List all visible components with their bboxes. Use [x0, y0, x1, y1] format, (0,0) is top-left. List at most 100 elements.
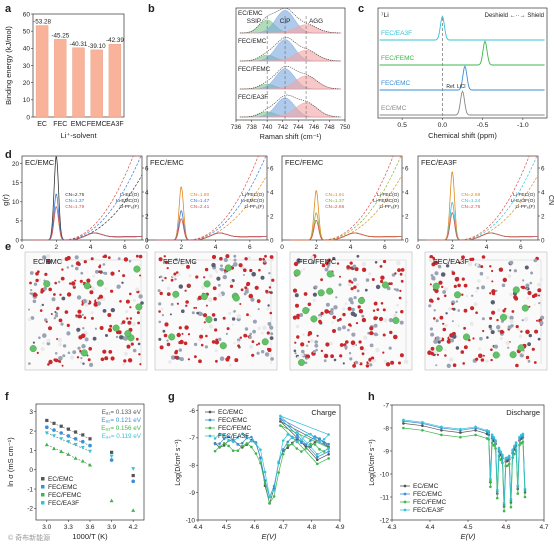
panel-g-point	[254, 442, 258, 445]
panel-d-ytick-label: 10	[12, 199, 20, 206]
panel-e-lithium-ion	[80, 349, 88, 357]
panel-f-point	[44, 442, 49, 447]
panel-h-point	[402, 422, 405, 425]
panel-a-value-label: -40.31	[70, 41, 88, 48]
panel-e-atom	[463, 326, 466, 330]
panel-e-atom	[168, 360, 172, 364]
panel-h-point	[494, 439, 497, 442]
panel-e-atom	[349, 357, 353, 361]
panel-g-point	[322, 437, 326, 441]
panel-g-ylabel: Log(D/cm² s⁻¹)	[175, 439, 182, 485]
panel-e-atom	[233, 262, 238, 267]
panel-e-atom	[94, 327, 97, 330]
panel-e-atom	[69, 355, 75, 360]
panel-b-xtick-label: 750	[340, 124, 351, 131]
panel-e-atom	[378, 316, 384, 322]
panel-e-atom	[248, 314, 252, 318]
panel-e-atom	[211, 340, 216, 344]
panel-e-atom	[439, 315, 444, 320]
panel-e-atom	[38, 336, 41, 340]
panel-e-atom	[347, 282, 352, 287]
panel-h-point	[459, 435, 462, 439]
panel-e-atom	[218, 337, 222, 341]
panel-e-atom	[266, 307, 270, 311]
panel-e-atom	[537, 337, 541, 341]
panel-e-atom	[54, 352, 58, 355]
panel-e-atom	[469, 321, 474, 326]
panel-d-cn-value: CN=1.47	[190, 198, 209, 204]
panel-e-atom	[225, 254, 230, 259]
panel-e-atom	[270, 332, 274, 336]
panel-e-atom	[45, 253, 51, 259]
panel-e-atom	[358, 340, 362, 344]
panel-e-atom	[270, 357, 274, 361]
panel-e-atom	[53, 293, 56, 296]
panel-e-atom	[353, 285, 357, 289]
panel-e-atom	[258, 268, 261, 272]
panel-e-atom	[269, 311, 273, 315]
panel-e-atom	[126, 317, 129, 320]
panel-c-xlabel: Chemical shift (ppm)	[428, 131, 497, 140]
panel-e-atom	[525, 283, 530, 288]
panel-e-atom	[533, 293, 538, 297]
panel-e-atom	[404, 274, 407, 277]
panel-e-atom	[355, 322, 359, 325]
panel-h-point	[514, 441, 518, 444]
panel-e-atom	[217, 283, 221, 287]
panel-e-atom	[193, 261, 197, 264]
panel-e-atom	[127, 320, 132, 325]
panel-e-atom	[29, 271, 34, 275]
panel-e-atom	[488, 324, 492, 329]
panel-e-atom	[170, 278, 174, 282]
panel-e-atom	[295, 303, 299, 308]
panel-e-atom	[357, 361, 361, 365]
panel-h-point	[495, 496, 499, 500]
panel-e-lithium-ion	[29, 345, 37, 353]
panel-e-atom	[361, 261, 366, 267]
panel-e-atom	[367, 331, 370, 335]
panel-e-atom	[325, 302, 330, 307]
panel-e-atom	[58, 342, 62, 347]
panel-f-point	[81, 439, 85, 444]
panel-e-atom	[158, 257, 163, 262]
panel-e-atom	[347, 306, 352, 311]
panel-e-atom	[303, 292, 308, 296]
panel-d-xtick-label: 2	[314, 244, 318, 251]
panel-g-xtick-label: 4.7	[279, 524, 288, 531]
panel-f-point	[66, 427, 70, 431]
panel-e-atom	[336, 262, 340, 265]
panel-h-point	[402, 426, 405, 430]
panel-h-curve	[403, 419, 526, 504]
panel-e-atom	[214, 328, 218, 332]
panel-e-atom	[93, 302, 99, 307]
panel-e-atom	[507, 274, 512, 278]
panel-b-xtick-label: 746	[309, 124, 320, 131]
panel-g-point	[236, 449, 240, 453]
panel-e-atom	[174, 258, 178, 262]
panel-e-atom	[322, 352, 325, 355]
panel-e-atom	[445, 264, 450, 268]
panel-e-atom	[46, 341, 51, 346]
panel-e-atom	[361, 352, 365, 356]
panel-f-point	[66, 440, 71, 444]
panel-e-atom	[81, 344, 86, 349]
panel-e-atom	[191, 311, 195, 315]
panel-e-atom	[479, 271, 484, 276]
panel-e-atom	[429, 255, 434, 259]
panel-e-atom	[50, 313, 53, 315]
panel-e-atom	[123, 257, 129, 262]
panel-d-pair-label: Li-EA3F(O)	[511, 198, 536, 204]
panel-e-atom	[125, 299, 130, 304]
panel-g-point	[241, 444, 244, 448]
panel-h-point	[518, 435, 521, 439]
panel-f-point	[109, 458, 114, 462]
panel-e-atom	[380, 279, 384, 284]
panel-e-lithium-ion	[432, 282, 440, 290]
panel-d-ylabel: g(r)	[1, 194, 10, 206]
panel-e-atom	[509, 292, 514, 297]
panel-e-atom	[348, 352, 352, 355]
panel-e-atom	[344, 345, 348, 349]
panel-e-atom	[178, 326, 182, 330]
panel-e-box-edge	[433, 259, 542, 364]
panel-e-atom	[376, 308, 380, 311]
